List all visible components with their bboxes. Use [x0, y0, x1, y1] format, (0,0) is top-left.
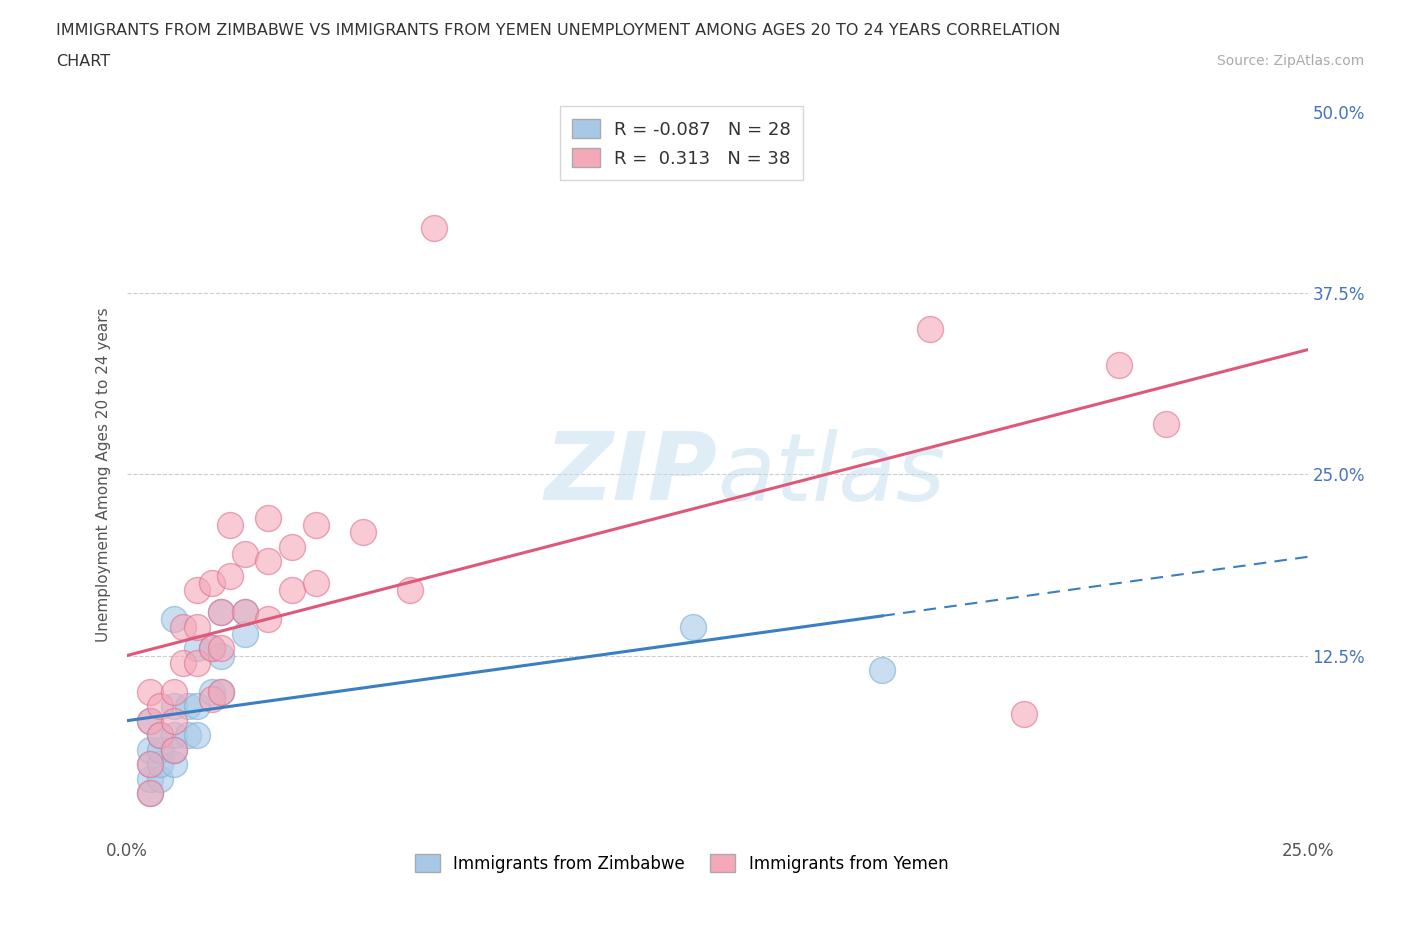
- Text: atlas: atlas: [717, 429, 945, 520]
- Point: [200, 684, 222, 699]
- Point: [186, 699, 208, 714]
- Point: [257, 554, 280, 569]
- Point: [139, 786, 162, 801]
- Point: [209, 604, 232, 619]
- Point: [163, 612, 186, 627]
- Point: [163, 699, 186, 714]
- Text: ZIP: ZIP: [544, 429, 717, 520]
- Point: [200, 576, 222, 591]
- Point: [149, 728, 172, 743]
- Point: [163, 742, 186, 757]
- Point: [200, 641, 222, 656]
- Point: [139, 786, 162, 801]
- Text: CHART: CHART: [56, 54, 110, 69]
- Point: [304, 576, 326, 591]
- Point: [149, 742, 172, 757]
- Text: Source: ZipAtlas.com: Source: ZipAtlas.com: [1216, 54, 1364, 68]
- Point: [209, 641, 232, 656]
- Point: [186, 656, 208, 671]
- Point: [219, 568, 242, 583]
- Point: [219, 518, 242, 533]
- Point: [139, 713, 162, 728]
- Point: [257, 511, 280, 525]
- Point: [177, 699, 200, 714]
- Point: [918, 322, 941, 337]
- Point: [163, 757, 186, 772]
- Point: [186, 583, 208, 598]
- Point: [233, 627, 256, 642]
- Point: [139, 757, 162, 772]
- Point: [422, 220, 444, 235]
- Point: [233, 547, 256, 562]
- Point: [281, 539, 304, 554]
- Point: [172, 656, 194, 671]
- Point: [209, 684, 232, 699]
- Point: [139, 684, 162, 699]
- Point: [304, 518, 326, 533]
- Point: [149, 772, 172, 787]
- Point: [352, 525, 374, 539]
- Point: [682, 619, 704, 634]
- Legend: Immigrants from Zimbabwe, Immigrants from Yemen: Immigrants from Zimbabwe, Immigrants fro…: [408, 847, 955, 880]
- Point: [163, 728, 186, 743]
- Point: [872, 663, 894, 678]
- Point: [1012, 706, 1035, 721]
- Point: [281, 583, 304, 598]
- Point: [186, 641, 208, 656]
- Point: [163, 713, 186, 728]
- Point: [172, 619, 194, 634]
- Point: [186, 728, 208, 743]
- Point: [149, 699, 172, 714]
- Point: [149, 757, 172, 772]
- Point: [139, 713, 162, 728]
- Point: [177, 728, 200, 743]
- Point: [233, 604, 256, 619]
- Point: [1108, 358, 1130, 373]
- Point: [233, 604, 256, 619]
- Point: [186, 619, 208, 634]
- Point: [139, 772, 162, 787]
- Point: [139, 742, 162, 757]
- Point: [399, 583, 422, 598]
- Point: [209, 604, 232, 619]
- Point: [200, 641, 222, 656]
- Text: IMMIGRANTS FROM ZIMBABWE VS IMMIGRANTS FROM YEMEN UNEMPLOYMENT AMONG AGES 20 TO : IMMIGRANTS FROM ZIMBABWE VS IMMIGRANTS F…: [56, 23, 1060, 38]
- Point: [163, 684, 186, 699]
- Point: [163, 742, 186, 757]
- Y-axis label: Unemployment Among Ages 20 to 24 years: Unemployment Among Ages 20 to 24 years: [96, 307, 111, 642]
- Point: [209, 648, 232, 663]
- Point: [139, 757, 162, 772]
- Point: [257, 612, 280, 627]
- Point: [149, 728, 172, 743]
- Point: [200, 692, 222, 707]
- Point: [209, 684, 232, 699]
- Point: [1154, 416, 1177, 431]
